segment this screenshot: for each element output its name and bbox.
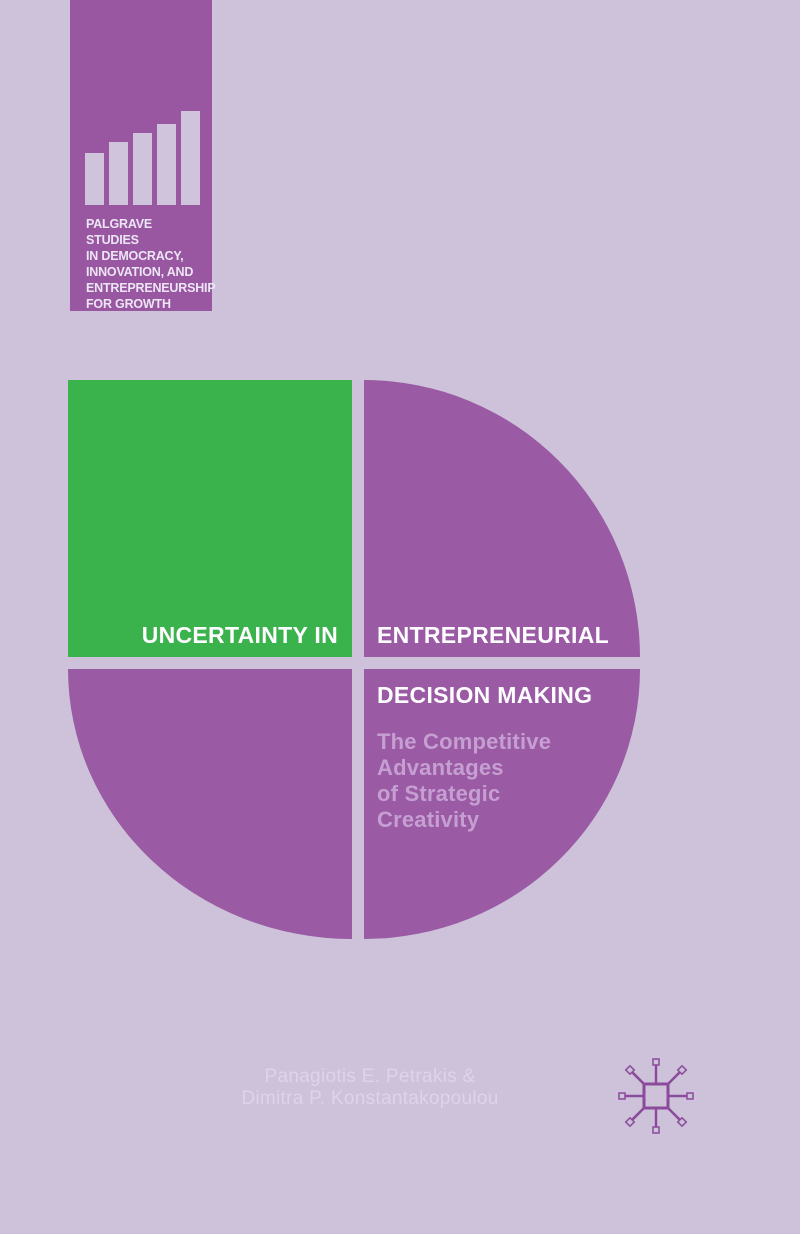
series-title-line: FOR GROWTH bbox=[86, 297, 171, 311]
subtitle-line: of Strategic bbox=[377, 781, 501, 806]
bar-chart-bar bbox=[157, 124, 176, 205]
subtitle: The Competitive Advantages of Strategic … bbox=[377, 729, 551, 833]
bar-chart-bar bbox=[181, 111, 200, 205]
authors: Panagiotis E. Petrakis & Dimitra P. Kons… bbox=[0, 1066, 740, 1110]
series-title-line: ENTREPRENEURSHIP bbox=[86, 281, 216, 295]
quarter-circle-bottom-right: DECISION MAKING The Competitive Advantag… bbox=[364, 669, 640, 939]
green-square-quadrant: UNCERTAINTY IN bbox=[68, 380, 352, 657]
series-title-line: PALGRAVE STUDIES bbox=[86, 217, 152, 247]
series-title-line: INNOVATION, AND bbox=[86, 265, 194, 279]
author-name: Dimitra P. Konstantakopoulou bbox=[241, 1088, 499, 1109]
bar-chart-bar bbox=[109, 142, 128, 205]
bar-chart-icon bbox=[85, 111, 201, 205]
title-part-1: UNCERTAINTY IN bbox=[141, 622, 338, 648]
title-part-2: ENTREPRENEURIAL bbox=[377, 622, 609, 648]
series-title: PALGRAVE STUDIES IN DEMOCRACY, INNOVATIO… bbox=[86, 216, 216, 312]
palgrave-spark-icon bbox=[618, 1058, 694, 1134]
author-name: Panagiotis E. Petrakis & bbox=[264, 1066, 476, 1087]
subtitle-line: Creativity bbox=[377, 807, 480, 832]
quarter-circle-bottom-left bbox=[68, 669, 352, 939]
subtitle-line: The Competitive bbox=[377, 729, 552, 754]
bar-chart-bar bbox=[133, 133, 152, 205]
cover-motif: UNCERTAINTY IN ENTREPRENEURIAL DECISION … bbox=[68, 380, 640, 939]
quarter-circle-top-right: ENTREPRENEURIAL bbox=[364, 380, 640, 657]
series-badge: PALGRAVE STUDIES IN DEMOCRACY, INNOVATIO… bbox=[70, 0, 216, 312]
subtitle-line: Advantages bbox=[377, 755, 504, 780]
bar-chart-bar bbox=[85, 153, 104, 205]
series-title-line: IN DEMOCRACY, bbox=[86, 249, 184, 263]
title-part-3: DECISION MAKING bbox=[377, 682, 593, 708]
